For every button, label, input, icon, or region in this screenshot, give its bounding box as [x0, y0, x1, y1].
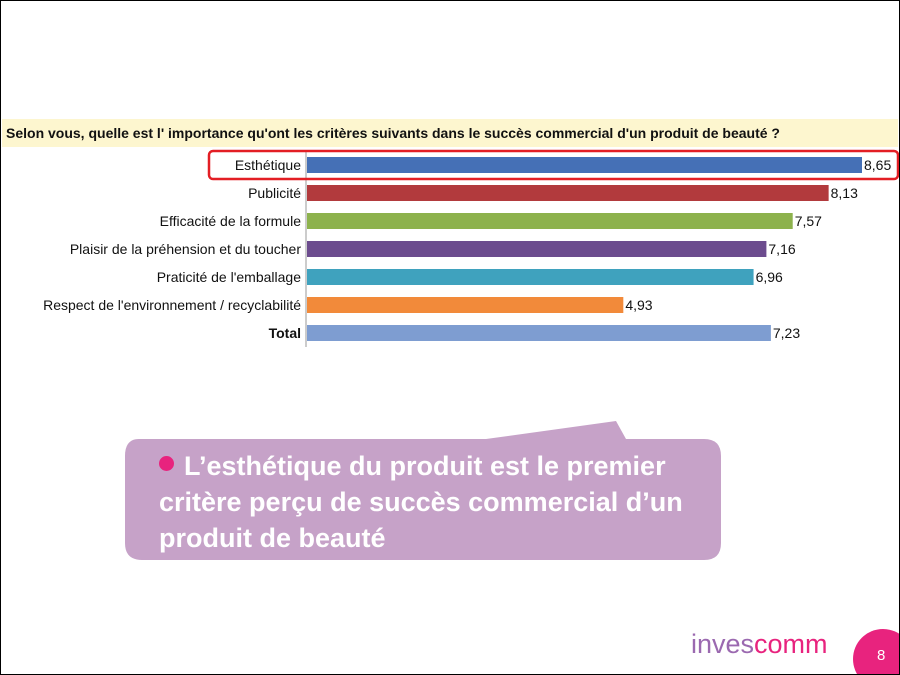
value-label: 8,13: [831, 185, 858, 201]
logo-part-1: inves: [691, 629, 755, 659]
bar: [307, 185, 829, 201]
value-label: 4,93: [625, 297, 652, 313]
category-label: Publicité: [248, 185, 301, 201]
bar: [307, 213, 793, 229]
category-label: Plaisir de la préhension et du toucher: [70, 241, 301, 257]
logo-part-2: comm: [754, 629, 828, 659]
callout-bubble: [125, 421, 721, 560]
bar: [307, 297, 624, 313]
category-label: Praticité de l'emballage: [157, 269, 302, 285]
bar: [307, 241, 767, 257]
value-label: 7,57: [795, 213, 822, 229]
question-title: Selon vous, quelle est l' importance qu'…: [2, 119, 898, 147]
category-label: Respect de l'environnement / recyclabili…: [43, 297, 301, 313]
bullet-dot-icon: [159, 456, 174, 471]
highlight-outline: [207, 149, 899, 181]
callout-text: L’esthétique du produit est le premier c…: [159, 448, 719, 556]
page-number-badge: 8: [853, 629, 899, 674]
value-label: 6,96: [756, 269, 783, 285]
category-label: Efficacité de la formule: [160, 213, 302, 229]
category-label: Total: [269, 325, 301, 341]
bar-chart: Esthétique 8,65 Publicité 8,13 Efficacité de…: [43, 149, 899, 347]
page-number: 8: [877, 647, 886, 664]
invescomm-logo: invescomm: [691, 629, 828, 660]
bar: [307, 157, 862, 173]
category-label: Esthétique: [235, 157, 301, 173]
callout-message: L’esthétique du produit est le premier c…: [159, 451, 683, 553]
value-label: 7,16: [768, 241, 795, 257]
bar: [307, 269, 754, 285]
value-label: 7,23: [773, 325, 800, 341]
value-label: 8,65: [864, 157, 891, 173]
bar: [307, 325, 771, 341]
